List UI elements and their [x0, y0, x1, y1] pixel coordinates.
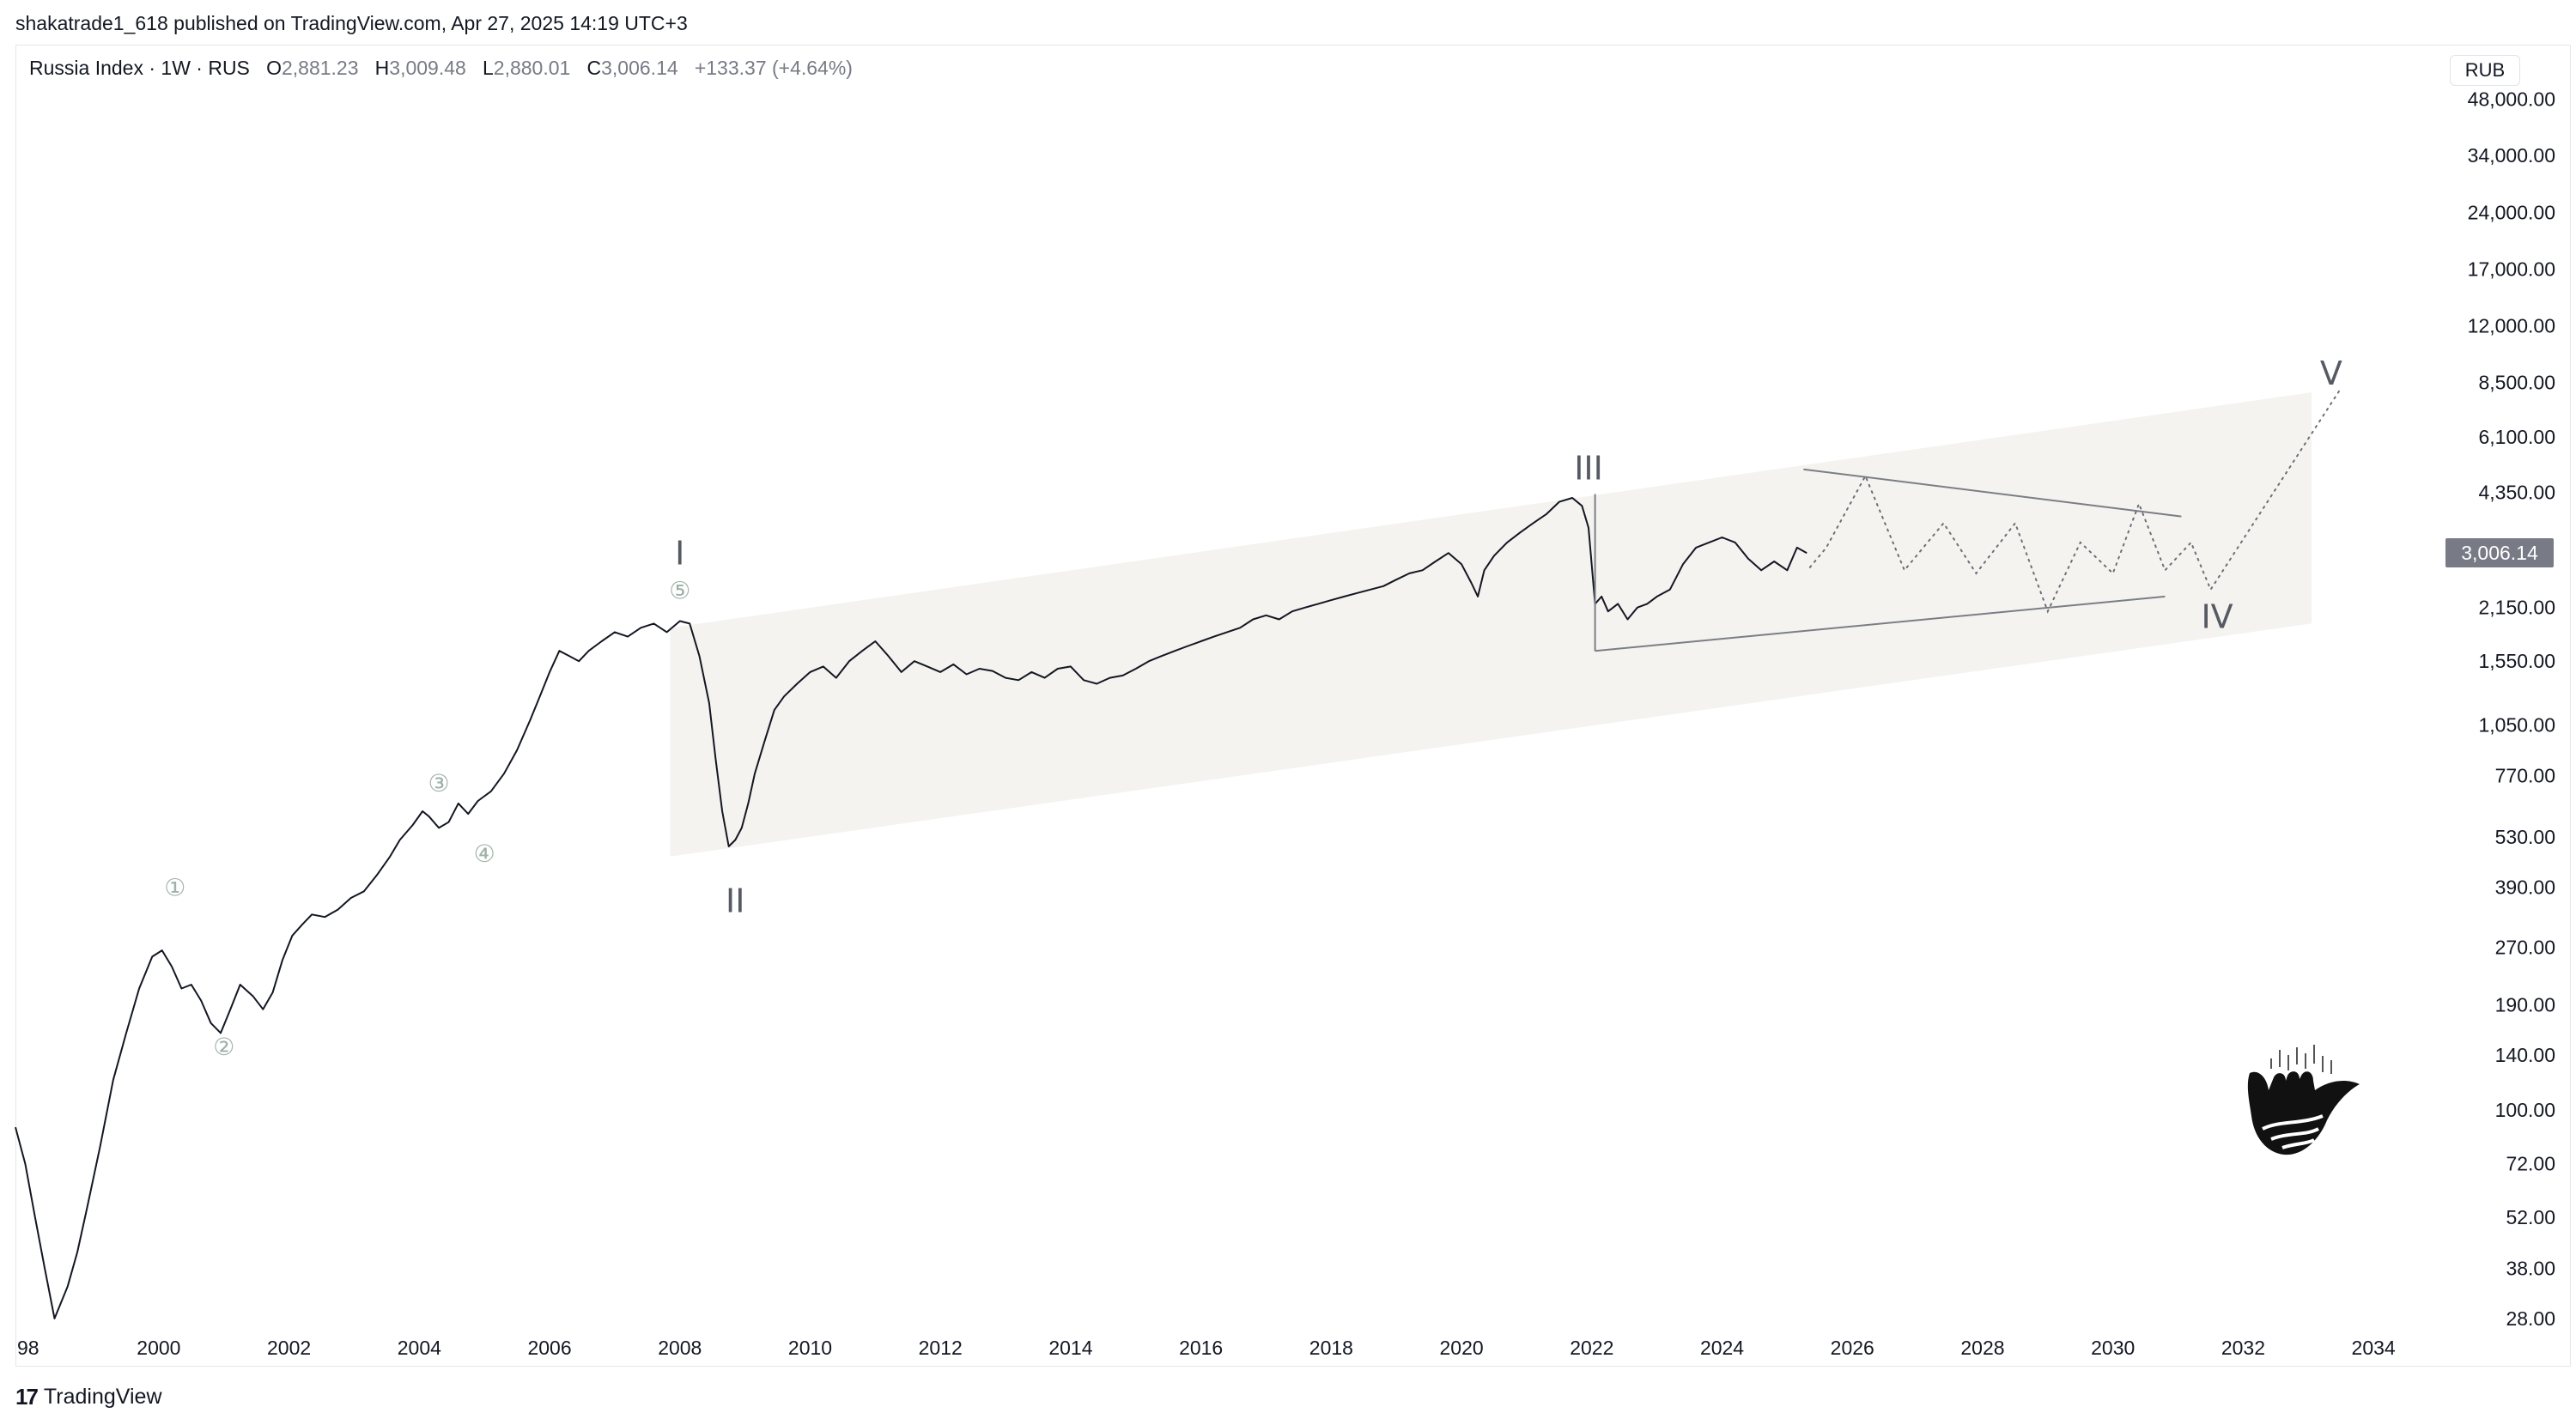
- x-tick-label: 2002: [267, 1337, 311, 1359]
- close-label: C: [586, 57, 602, 79]
- y-tick-label: 140.00: [2495, 1044, 2555, 1066]
- x-tick-label: 2032: [2221, 1337, 2265, 1359]
- x-tick-label: 98: [17, 1337, 39, 1359]
- wave-label-I: I: [675, 534, 684, 572]
- high-value: 3,009.48: [389, 57, 466, 79]
- wave-projection-path: [1808, 387, 2342, 614]
- x-tick-label: 2000: [137, 1337, 180, 1359]
- subwave-label-3: ③: [428, 769, 450, 797]
- shaka-hand-logo-icon: [2247, 1045, 2360, 1155]
- x-tick-label: 2014: [1048, 1337, 1092, 1359]
- low-value: 2,880.01: [493, 57, 571, 79]
- subwave-label-5: ⑤: [669, 576, 690, 604]
- symbol-title[interactable]: Russia Index · 1W · RUS: [29, 57, 250, 79]
- open-value: 2,881.23: [281, 57, 359, 79]
- y-tick-label: 52.00: [2506, 1206, 2555, 1228]
- chart-pane[interactable]: [15, 45, 2571, 1367]
- x-tick-label: 2006: [527, 1337, 571, 1359]
- y-tick-label: 8,500.00: [2478, 372, 2555, 394]
- y-tick-label: 38.00: [2506, 1258, 2555, 1280]
- x-tick-label: 2024: [1700, 1337, 1744, 1359]
- elliott-channel: [670, 392, 2312, 857]
- tradingview-wordmark: TradingView: [43, 1385, 162, 1409]
- y-tick-label: 72.00: [2506, 1153, 2555, 1175]
- wave-label-III: III: [1574, 450, 1603, 488]
- y-tick-label: 6,100.00: [2478, 426, 2555, 448]
- high-label: H: [374, 57, 390, 79]
- x-tick-label: 2016: [1179, 1337, 1223, 1359]
- wave-label-II: II: [726, 882, 744, 919]
- subwave-label-2: ②: [213, 1033, 234, 1061]
- triangle-upper-line: [1803, 468, 2182, 518]
- symbol-legend: Russia Index · 1W · RUS O2,881.23 H3,009…: [29, 57, 853, 80]
- y-tick-label: 770.00: [2495, 765, 2555, 787]
- y-tick-label: 530.00: [2495, 826, 2555, 848]
- y-tick-label: 270.00: [2495, 937, 2555, 959]
- x-tick-label: 2022: [1570, 1337, 1613, 1359]
- x-tick-label: 2026: [1831, 1337, 1874, 1359]
- wave-label-V: V: [2320, 355, 2342, 392]
- x-tick-label: 2008: [658, 1337, 702, 1359]
- y-tick-label: 190.00: [2495, 994, 2555, 1016]
- open-label: O: [266, 57, 282, 79]
- y-tick-label: 390.00: [2495, 876, 2555, 898]
- subwave-label-4: ④: [474, 840, 495, 868]
- y-tick-label: 34,000.00: [2468, 144, 2555, 167]
- y-tick-label: 4,350.00: [2478, 481, 2555, 503]
- x-tick-label: 2012: [919, 1337, 963, 1359]
- close-value: 3,006.14: [601, 57, 678, 79]
- publish-credit: shakatrade1_618 published on TradingView…: [15, 12, 688, 34]
- last-price-badge: 3,006.14: [2445, 537, 2554, 567]
- tradingview-logo-icon: 17: [15, 1384, 39, 1410]
- triangle-lower-line: [1595, 595, 2166, 652]
- x-tick-label: 2018: [1309, 1337, 1353, 1359]
- y-tick-label: 2,150.00: [2478, 597, 2555, 619]
- y-tick-label: 28.00: [2506, 1307, 2555, 1330]
- x-tick-label: 2030: [2091, 1337, 2135, 1359]
- y-tick-label: 100.00: [2495, 1099, 2555, 1121]
- y-tick-label: 17,000.00: [2468, 258, 2555, 280]
- y-tick-label: 1,050.00: [2478, 713, 2555, 736]
- y-tick-label: 1,550.00: [2478, 650, 2555, 672]
- subwave-label-1: ①: [164, 873, 185, 901]
- x-tick-label: 2020: [1440, 1337, 1484, 1359]
- y-tick-label: 24,000.00: [2468, 201, 2555, 223]
- x-tick-label: 2034: [2352, 1337, 2396, 1359]
- x-tick-label: 2028: [1960, 1337, 2004, 1359]
- footer-brand[interactable]: 17 TradingView: [15, 1384, 162, 1410]
- price-series-line: [15, 497, 1807, 1319]
- wave-label-IV: IV: [2201, 597, 2233, 635]
- low-label: L: [483, 57, 494, 79]
- y-tick-label: 48,000.00: [2468, 88, 2555, 110]
- x-tick-label: 2004: [398, 1337, 441, 1359]
- change-value: +133.37 (+4.64%): [694, 57, 853, 79]
- y-tick-label: 12,000.00: [2468, 315, 2555, 337]
- currency-button[interactable]: RUB: [2450, 55, 2520, 86]
- x-tick-label: 2010: [788, 1337, 832, 1359]
